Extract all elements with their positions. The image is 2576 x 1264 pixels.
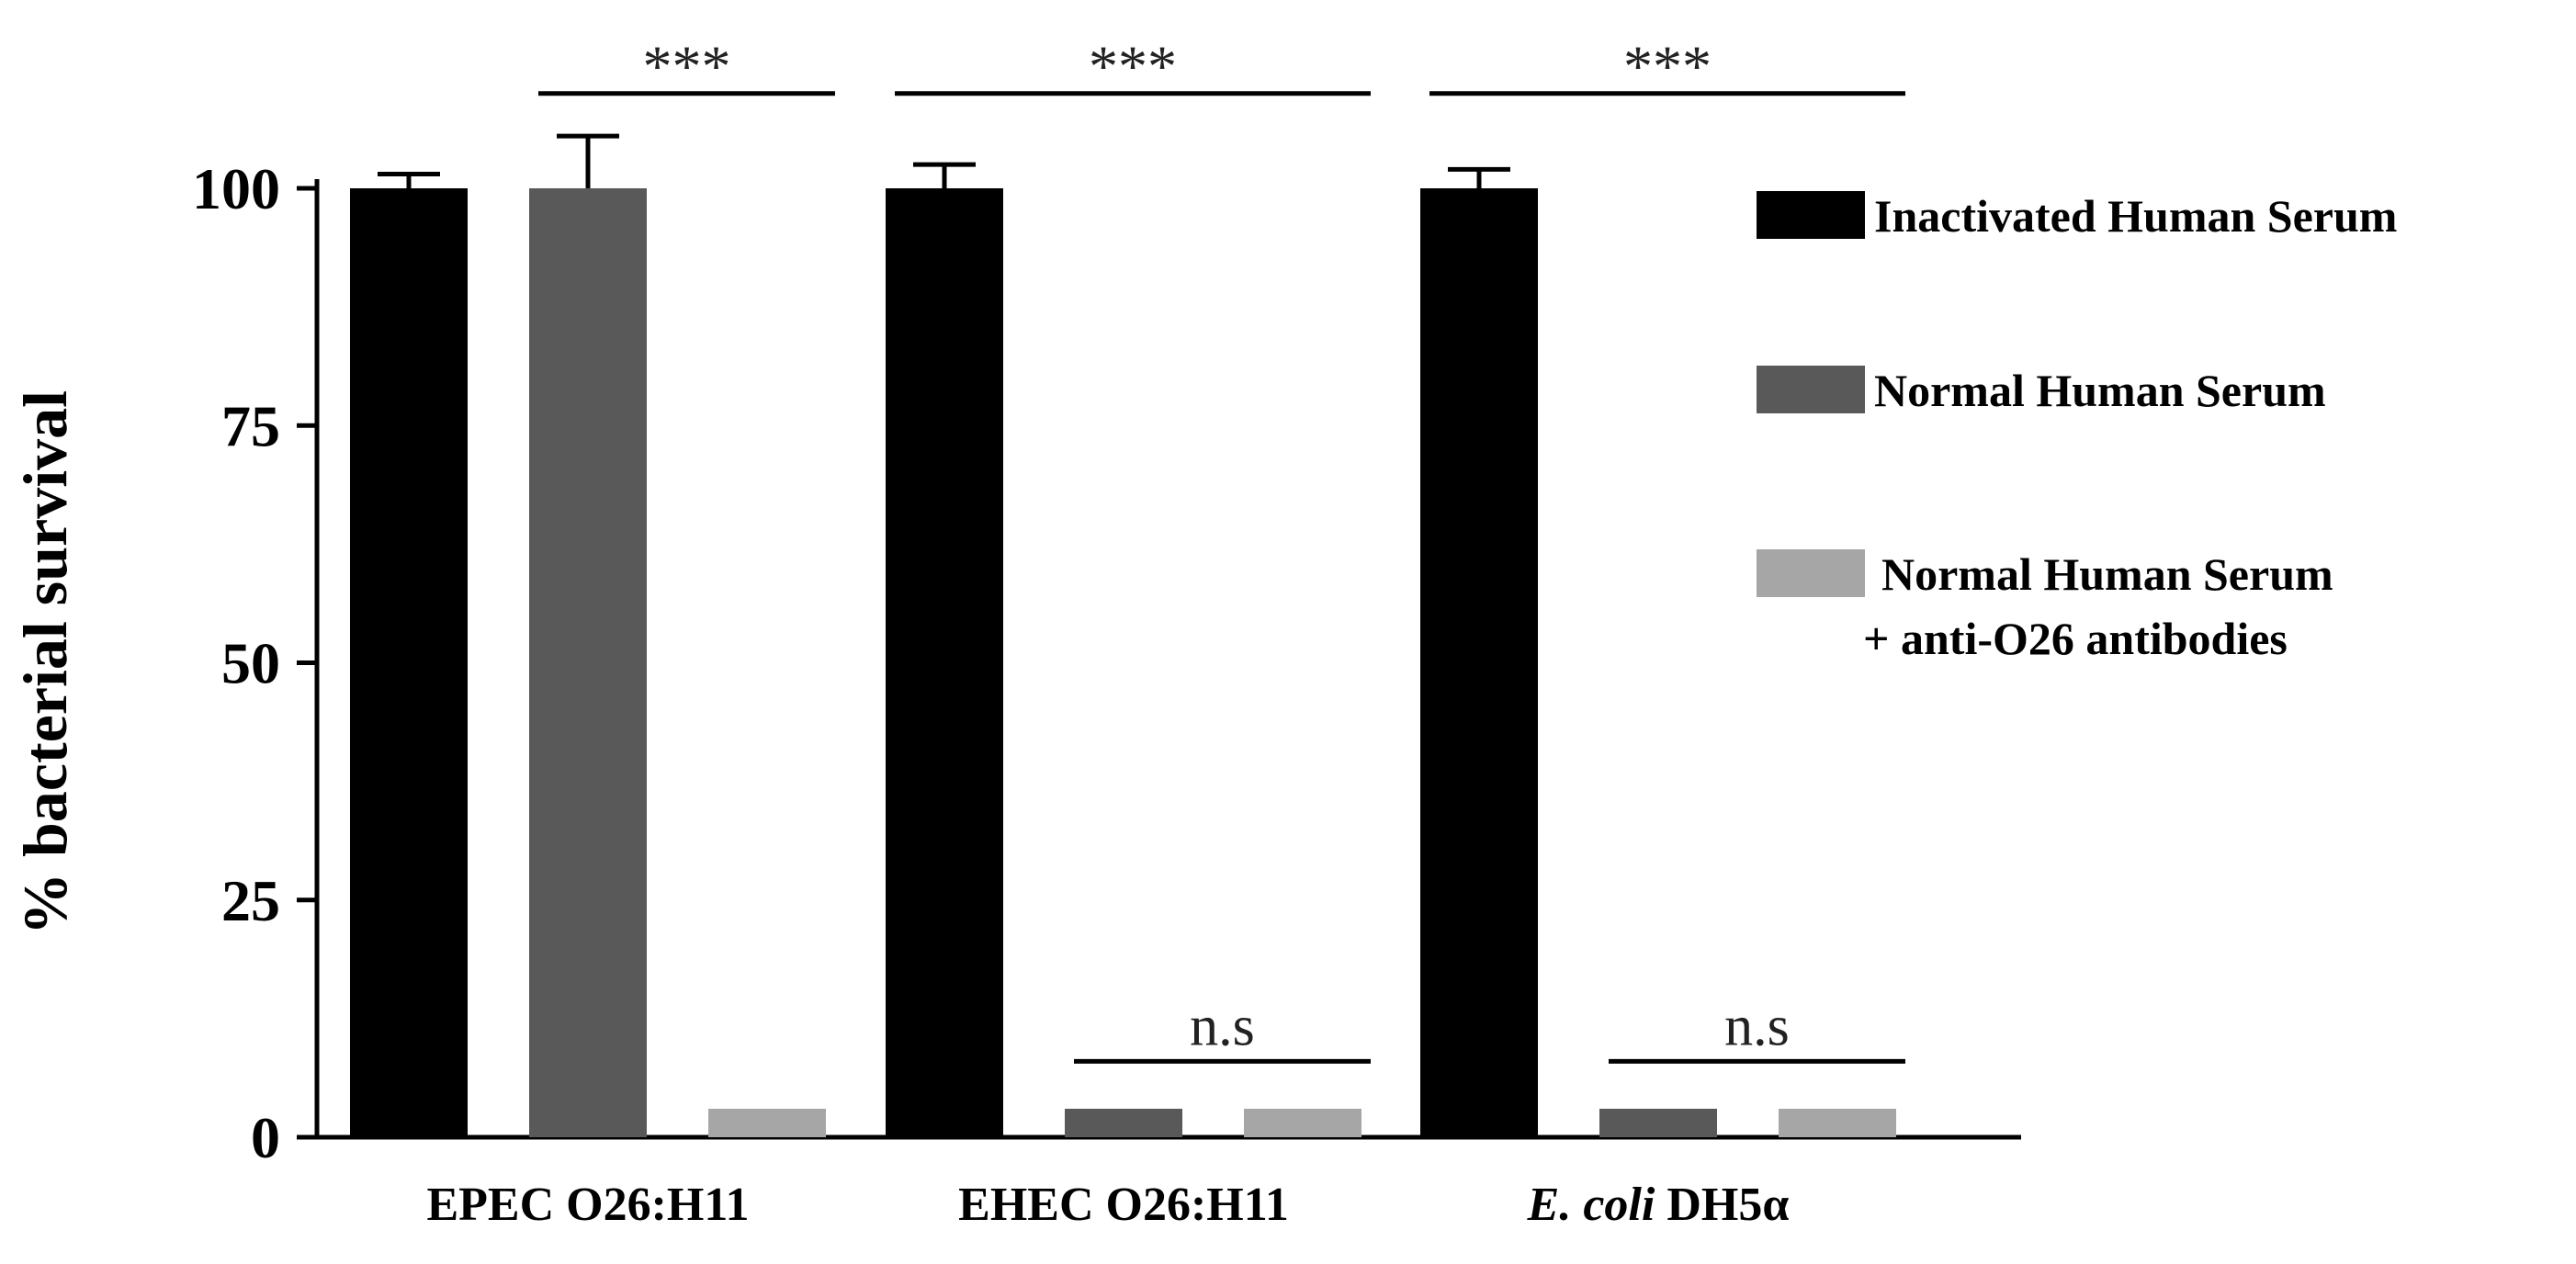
y-tick-label: 0 [251,1105,280,1170]
bar [1420,188,1538,1137]
legend-label: Normal Human Serum [1881,548,2333,600]
category-label: EHEC O26:H11 [958,1179,1289,1231]
category-label-text: EHEC O26:H11 [958,1179,1289,1231]
legend-swatch [1757,191,1865,239]
category-label-italic: E. coli [1527,1179,1655,1231]
legend-swatch [1757,366,1865,413]
legend-label: Inactivated Human Serum [1874,190,2397,242]
y-tick-label: 50 [221,631,280,696]
category-label-text: DH5α [1655,1179,1789,1231]
y-axis-label: % bacterial survival [10,390,80,935]
significance-stars: *** [1089,34,1177,99]
bar [1065,1109,1182,1137]
significance-ns: n.s [1724,995,1790,1057]
significance-annotations: *** *** *** n.s n.s [538,34,1905,1064]
axes: 0 25 50 75 100 % bacterial survival EPEC O26:H… [10,156,2021,1231]
bar [886,188,1003,1137]
significance-stars: *** [1623,34,1712,99]
legend: Inactivated Human Serum Normal Human Seru… [1757,190,2397,664]
bar [1779,1109,1896,1137]
significance-stars: *** [643,34,731,99]
category-label: E. coli DH5α [1527,1179,1790,1231]
category-label: EPEC O26:H11 [426,1179,749,1231]
legend-label: Normal Human Serum [1874,365,2326,416]
legend-swatch [1757,549,1865,597]
bar [350,188,468,1137]
bar [708,1109,826,1137]
category-label-text: EPEC O26:H11 [426,1179,749,1231]
bar [529,188,647,1137]
y-tick-label: 25 [221,868,280,933]
significance-ns: n.s [1190,995,1255,1057]
y-tick-label: 100 [192,156,280,221]
legend-label: + anti-O26 antibodies [1863,613,2288,664]
y-tick-label: 75 [221,393,280,458]
bar [1244,1109,1361,1137]
bar [1599,1109,1717,1137]
bars [350,133,1896,1137]
